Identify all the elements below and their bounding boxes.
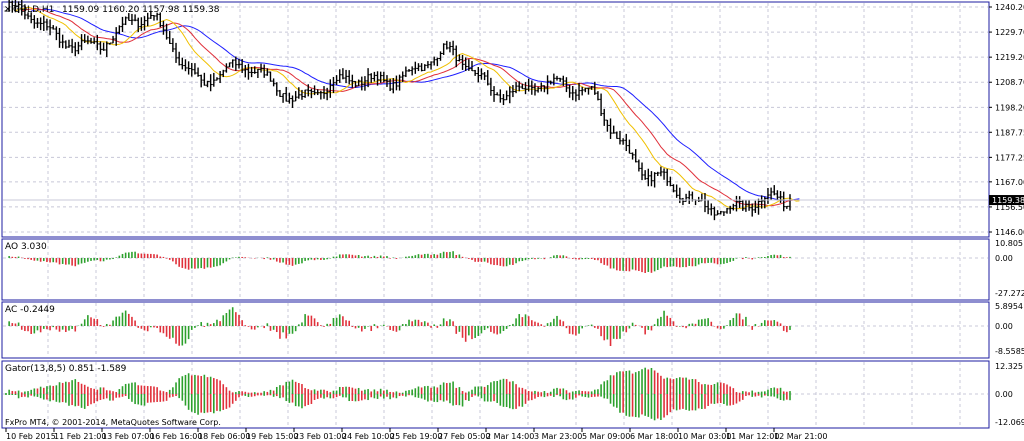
time-axis-label: 11 Mar 12:00 [726,432,779,441]
price-axis-label: 1229.70 [995,28,1024,37]
time-axis-label: 13 Feb 07:00 [102,432,154,441]
ac-panel[interactable]: AC -0.2449 [1,301,990,359]
time-axis-label: 6 Mar 18:00 [630,432,678,441]
current-price-tag-value: 1159.38 [992,196,1024,205]
price-axis-label: 1167.00 [995,178,1024,187]
ac-panel-frame [1,301,990,359]
symbol-header: ✕ GOLD,H1 1159.09 1160.20 1157.98 1159.3… [4,5,220,15]
copyright-text: FxPro MT4, © 2001-2014, MetaQuotes Softw… [5,418,221,427]
time-axis-label: 12 Mar 21:00 [774,432,827,441]
indicator-scale-label: 5.8954 [995,302,1023,311]
price-scale[interactable]: 1240.20 1229.70 1219.20 1208.70 1198.20 1187.… [989,3,1024,237]
time-axis-label: 10 Feb 2015 [6,432,56,441]
price-axis-label: 1219.20 [995,53,1024,62]
main-grid [3,3,988,236]
chart-menu-icon[interactable]: ✕ [4,5,12,15]
ao-label: AO 3.030 [5,242,47,252]
ao-panel-frame [1,238,990,301]
indicator-scales: 10.805 0.00 -27.272 5.8954 0.00 -8.5585 12.325… [995,239,1024,427]
indicator-scale-label: 0.00 [995,322,1013,331]
time-axis-label: 10 Mar 03:00 [678,432,731,441]
gator-panel-frame [1,360,990,429]
ao-panel[interactable]: AO 3.030 [1,238,990,301]
alligator-lines [15,6,800,210]
ohlc-readout: 1159.09 1160.20 1157.98 1159.38 [62,5,220,15]
current-price-tag-bg [989,195,1024,206]
indicator-scale-label: 0.00 [995,390,1013,399]
price-axis-label: 1146.00 [995,228,1024,237]
time-axis-label: 3 Mar 23:00 [534,432,582,441]
ao-histogram [8,251,791,273]
main-panel-frame [1,1,990,238]
price-axis-label: 1156.50 [995,203,1024,212]
indicator-scale-label: -12.069 [995,418,1024,427]
alligator-teeth-line [21,7,800,207]
time-axis-label: 19 Feb 15:00 [246,432,298,441]
time-axis-label: 5 Mar 09:00 [582,432,630,441]
time-axis-label: 25 Feb 19:00 [390,432,442,441]
time-axis-label: 2 Mar 14:00 [486,432,534,441]
price-axis-label: 1177.25 [995,153,1024,162]
time-axis-label: 11 Feb 21:00 [54,432,106,441]
indicator-scale-label: 12.325 [995,362,1023,371]
gator-panel[interactable]: Gator(13,8,5) 0.851 -1.589 FxPro MT4, © … [1,360,990,429]
price-axis-label: 1198.20 [995,103,1024,112]
time-axis-label: 27 Feb 05:00 [438,432,490,441]
price-axis-label: 1208.70 [995,78,1024,87]
time-axis-label: 16 Feb 16:00 [150,432,202,441]
symbol-label: GOLD,H1 [13,5,54,15]
gator-histogram [5,367,791,421]
time-axis-label: 23 Feb 01:00 [294,432,346,441]
gator-label: Gator(13,8,5) 0.851 -1.589 [5,364,127,374]
price-axis-label: 1187.75 [995,128,1024,137]
time-axis-label: 18 Feb 06:00 [198,432,250,441]
indicator-scale-label: 10.805 [995,239,1023,248]
alligator-lips-line [15,6,800,210]
indicator-scale-label: 0.00 [995,254,1013,263]
time-axis-label: 24 Feb 10:00 [342,432,394,441]
ac-label: AC -0.2449 [5,305,55,315]
indicator-scale-label: -8.5585 [995,347,1024,356]
main-price-panel[interactable]: ✕ GOLD,H1 1159.09 1160.20 1157.98 1159.3… [1,0,990,238]
ac-histogram [8,307,791,346]
indicator-scale-label: -27.272 [995,289,1024,298]
price-bars [4,0,792,221]
price-axis-label: 1240.20 [995,3,1024,12]
current-price-tag: 1159.38 [989,195,1024,206]
